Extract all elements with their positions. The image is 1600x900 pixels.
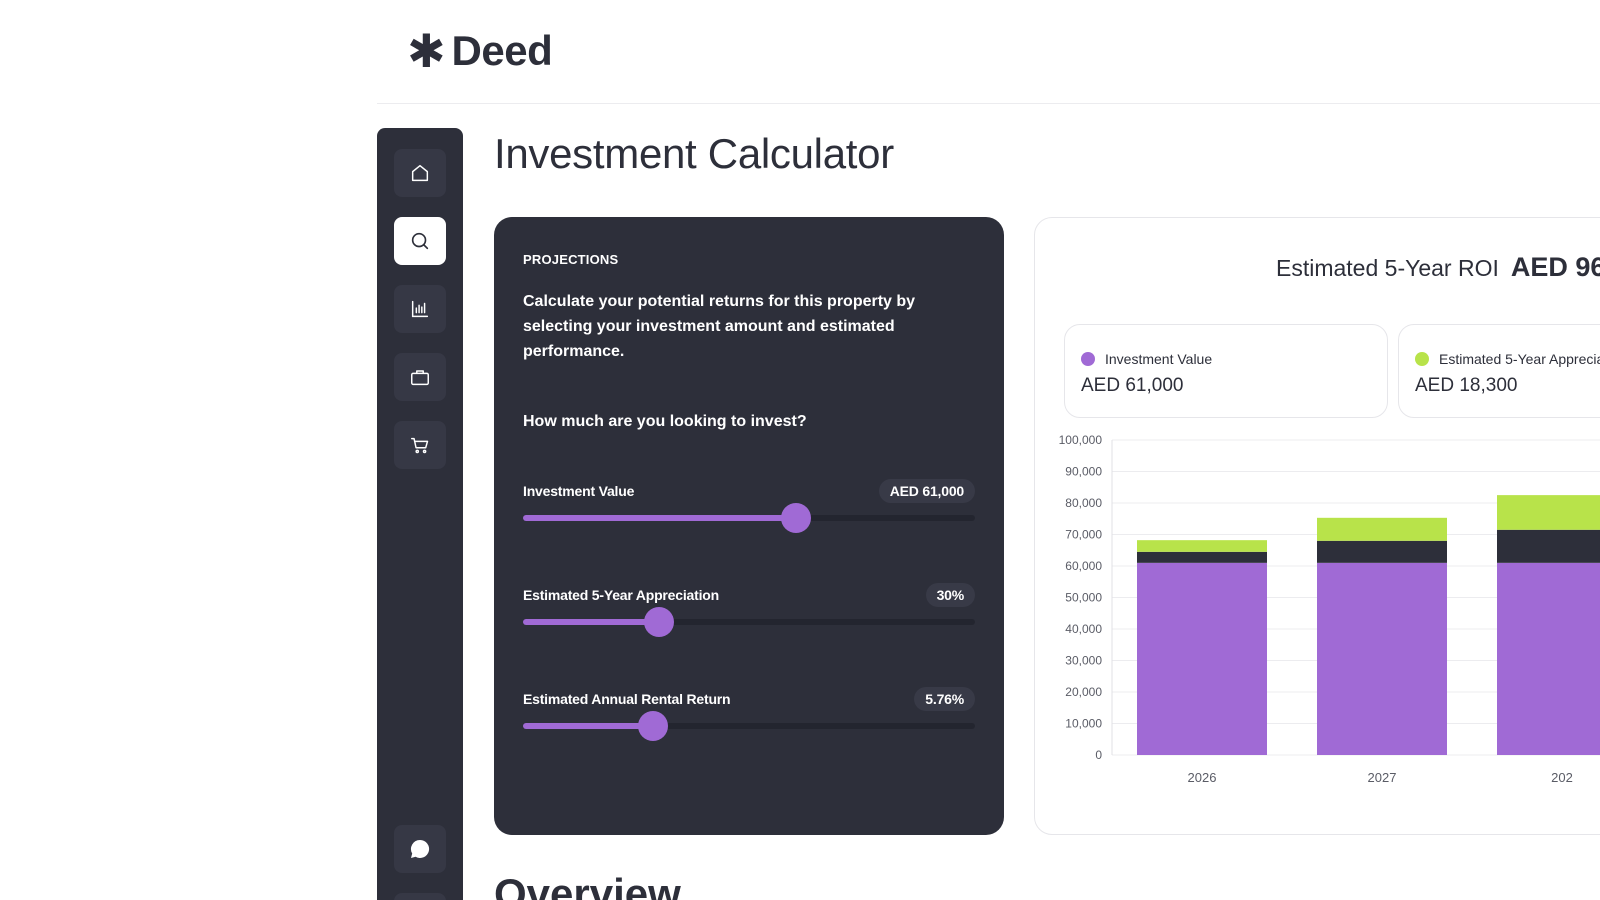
y-tick-label: 30,000 (1065, 654, 1102, 668)
bar-segment (1137, 562, 1267, 755)
stat-value: AED 18,300 (1415, 375, 1518, 396)
stat-investment-value: Investment Value AED 61,000 (1064, 324, 1388, 418)
bar-segment (1317, 517, 1447, 541)
overview-heading: Overview (494, 870, 681, 900)
projections-eyebrow: PROJECTIONS (523, 252, 619, 267)
page-title: Investment Calculator (494, 130, 894, 177)
slider-thumb[interactable] (781, 503, 812, 533)
stat-header: Estimated 5-Year Apprecia (1415, 351, 1600, 367)
chat-icon (410, 839, 430, 858)
rental-return-slider[interactable]: Estimated Annual Rental Return 5.76% (523, 687, 975, 741)
roi-heading: Estimated 5-Year ROI AED 96 (1276, 252, 1600, 283)
slider-track[interactable] (523, 607, 975, 637)
slider-value-badge: 5.76% (914, 687, 975, 711)
roi-amount: AED 96 (1510, 252, 1600, 282)
sidebar-item-chat[interactable] (394, 825, 446, 873)
y-tick-label: 0 (1095, 748, 1102, 762)
bar-segment (1317, 540, 1447, 563)
stat-header: Investment Value (1081, 351, 1212, 367)
sidebar-item-portfolio[interactable] (394, 353, 446, 401)
investment-value-slider[interactable]: Investment Value AED 61,000 (523, 479, 975, 533)
bar-segment (1137, 540, 1267, 552)
sidebar-item-home[interactable] (394, 149, 446, 197)
stat-value: AED 61,000 (1081, 375, 1184, 396)
analytics-icon (411, 300, 429, 318)
sidebar-item-search[interactable] (394, 217, 446, 265)
projections-description: Calculate your potential returns for thi… (523, 293, 916, 360)
slider-track[interactable] (523, 711, 975, 741)
y-tick-label: 70,000 (1065, 528, 1102, 542)
slider-value-badge: AED 61,000 (878, 479, 975, 503)
cart-icon (411, 437, 429, 454)
bar-segment (1137, 551, 1267, 563)
legend-dot (1415, 352, 1429, 366)
logo-wordmark: Deed (451, 27, 553, 74)
bar-segment (1497, 495, 1600, 530)
x-tick-label: 2026 (1188, 770, 1217, 785)
y-tick-label: 20,000 (1065, 685, 1102, 699)
appreciation-slider[interactable]: Estimated 5-Year Appreciation 30% (523, 583, 975, 637)
home-icon (411, 164, 429, 182)
sidebar-item-analytics[interactable] (394, 285, 446, 333)
slider-fill (523, 619, 659, 625)
y-tick-label: 90,000 (1065, 465, 1102, 479)
projections-card: PROJECTIONS Calculate your potential ret… (494, 217, 1004, 835)
slider-label: Investment Value (523, 483, 635, 499)
y-tick-label: 80,000 (1065, 496, 1102, 510)
x-tick-label: 2027 (1368, 770, 1397, 785)
slider-track[interactable] (523, 503, 975, 533)
y-tick-label: 60,000 (1065, 559, 1102, 573)
sidebar (377, 128, 463, 900)
slider-fill (523, 515, 797, 521)
logo-asterisk-icon: ✱ (407, 25, 446, 77)
y-tick-label: 40,000 (1065, 622, 1102, 636)
search-icon (411, 232, 429, 250)
bar-segment (1497, 562, 1600, 755)
investment-question: How much are you looking to invest? (523, 413, 807, 430)
y-tick-label: 100,000 (1059, 433, 1103, 447)
slider-thumb[interactable] (643, 607, 674, 637)
bar-segment (1497, 529, 1600, 563)
y-tick-label: 10,000 (1065, 717, 1102, 731)
slider-label: Estimated Annual Rental Return (523, 691, 731, 707)
logo[interactable]: ✱ Deed (407, 25, 553, 77)
slider-value-badge: 30% (925, 583, 975, 607)
stat-label: Estimated 5-Year Apprecia (1439, 351, 1600, 367)
briefcase-icon (411, 370, 429, 386)
stat-appreciation: Estimated 5-Year Apprecia AED 18,300 (1398, 324, 1600, 418)
legend-dot (1081, 352, 1095, 366)
sidebar-item-cart[interactable] (394, 421, 446, 469)
y-tick-label: 50,000 (1065, 591, 1102, 605)
bar-segment (1317, 562, 1447, 755)
sidebar-item-more[interactable] (394, 893, 446, 900)
returns-bar-chart: 0 10,000 20,000 30,000 40,000 50,000 60,000 70,… (1059, 433, 1600, 785)
slider-fill (523, 723, 654, 729)
stat-label: Investment Value (1105, 351, 1213, 367)
slider-label: Estimated 5-Year Appreciation (523, 587, 719, 603)
top-header: ✱ Deed (377, 0, 1600, 104)
x-tick-label: 202 (1551, 770, 1573, 785)
roi-label: Estimated 5-Year ROI (1276, 255, 1499, 281)
slider-thumb[interactable] (638, 711, 669, 741)
